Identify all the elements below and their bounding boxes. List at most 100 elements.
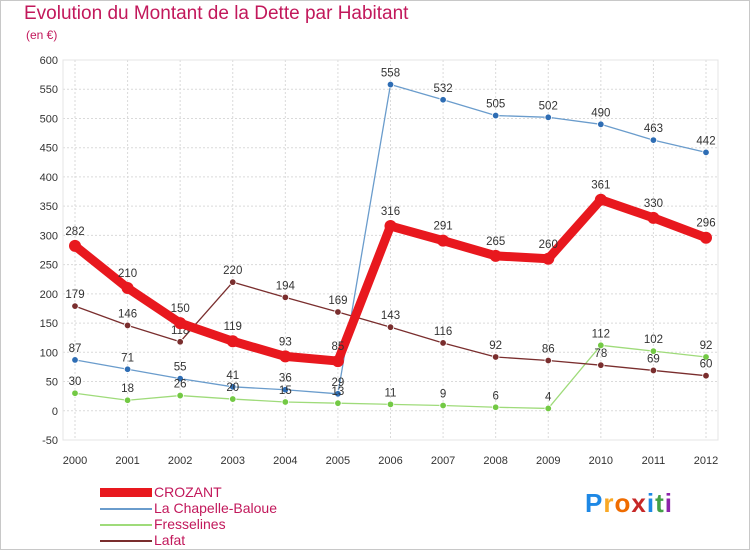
y-tick-label: 100 (40, 347, 58, 359)
data-point (439, 401, 447, 410)
data-point (176, 391, 184, 400)
data-point (437, 234, 450, 247)
data-label: 330 (644, 198, 663, 210)
data-point (594, 193, 607, 206)
proxiti-logo: Proxiti (585, 488, 673, 519)
data-label: 282 (65, 226, 84, 238)
legend-item-crozant: CROZANT (100, 484, 360, 500)
data-label: 194 (276, 280, 296, 292)
x-tick-label: 2003 (221, 455, 245, 467)
data-label: 210 (118, 268, 137, 280)
data-point (597, 120, 605, 129)
data-point (123, 396, 132, 404)
data-point (334, 308, 342, 316)
legend-swatch-crozant (100, 488, 152, 497)
data-point (544, 113, 552, 121)
data-point (121, 282, 134, 294)
data-label: 6 (492, 390, 498, 402)
data-label: 532 (433, 83, 452, 95)
data-point (386, 80, 395, 89)
data-label: 143 (381, 310, 400, 322)
x-tick-label: 2002 (168, 455, 192, 467)
x-tick-label: 2004 (273, 455, 297, 467)
x-tick-label: 2001 (115, 455, 139, 467)
plot-area (62, 59, 719, 441)
data-label: 26 (174, 379, 187, 391)
series-line-la-chapelle-baloue (74, 83, 707, 395)
data-label: 291 (433, 221, 452, 233)
data-label: 41 (226, 370, 239, 382)
data-point (331, 355, 344, 368)
data-point (700, 231, 712, 244)
data-label: 316 (381, 206, 400, 218)
data-point (176, 374, 184, 383)
data-label: 442 (696, 135, 715, 147)
data-label: 463 (644, 123, 663, 135)
x-tick-label: 2006 (378, 455, 402, 467)
data-label: 361 (591, 180, 610, 192)
data-point (491, 353, 500, 361)
data-label: 29 (332, 377, 345, 389)
data-point (384, 220, 397, 233)
data-point (491, 403, 500, 411)
y-tick-label: 0 (52, 406, 58, 418)
unit-label: (en €) (26, 28, 58, 42)
logo-letter: o (614, 488, 632, 518)
data-label: 69 (647, 353, 660, 365)
data-label: 13 (332, 386, 345, 398)
data-point (279, 350, 292, 363)
data-point (544, 356, 552, 365)
data-point (702, 353, 710, 361)
data-label: 502 (539, 100, 558, 112)
data-label: 18 (121, 383, 134, 395)
data-point (334, 399, 342, 407)
y-tick-label: 150 (40, 318, 58, 330)
x-tick-label: 2010 (589, 455, 613, 467)
data-point (71, 356, 79, 364)
logo-letter: x (631, 488, 647, 518)
data-label: 92 (700, 340, 713, 352)
data-point (702, 148, 710, 157)
x-tick-label: 2000 (63, 455, 87, 467)
data-label: 36 (279, 373, 292, 385)
x-tick-label: 2012 (694, 455, 718, 467)
legend-item-lafat: Lafat (100, 532, 360, 548)
y-tick-label: 550 (40, 84, 58, 96)
data-label: 9 (440, 389, 446, 401)
data-point (226, 335, 239, 348)
legend-label-la-chapelle-baloue: La Chapelle-Baloue (154, 500, 277, 516)
data-label: 15 (279, 385, 292, 397)
data-label: 116 (434, 326, 452, 338)
data-point (542, 252, 555, 265)
y-tick-label: 50 (46, 377, 58, 389)
legend-swatch-lafat (100, 540, 152, 542)
legend-swatch-la-chapelle-baloue (100, 508, 152, 510)
data-label: 11 (385, 387, 397, 399)
data-point (489, 249, 502, 262)
data-point (71, 302, 79, 310)
data-point (281, 398, 290, 406)
data-label: 30 (69, 376, 82, 388)
data-label: 146 (118, 308, 137, 320)
logo-letter: t (655, 488, 665, 518)
data-label: 296 (696, 218, 715, 230)
data-point (491, 111, 500, 120)
data-label: 55 (174, 362, 187, 374)
data-point (544, 404, 552, 413)
y-tick-label: 500 (40, 113, 58, 125)
logo-letter: i (646, 488, 656, 518)
data-label: 86 (542, 343, 555, 355)
data-point (229, 395, 237, 403)
data-point (281, 293, 290, 302)
data-label: 85 (332, 341, 345, 353)
legend-label-crozant: CROZANT (154, 484, 222, 500)
legend-label-lafat: Lafat (154, 532, 186, 548)
data-point (649, 136, 658, 144)
legend-swatch-fresselines (100, 524, 152, 526)
data-label: 150 (171, 303, 190, 315)
data-label: 265 (486, 236, 505, 248)
data-point (439, 96, 447, 104)
data-point (229, 383, 237, 391)
y-tick-label: 600 (40, 55, 58, 67)
chart-title: Evolution du Montant de la Dette par Hab… (24, 3, 409, 24)
